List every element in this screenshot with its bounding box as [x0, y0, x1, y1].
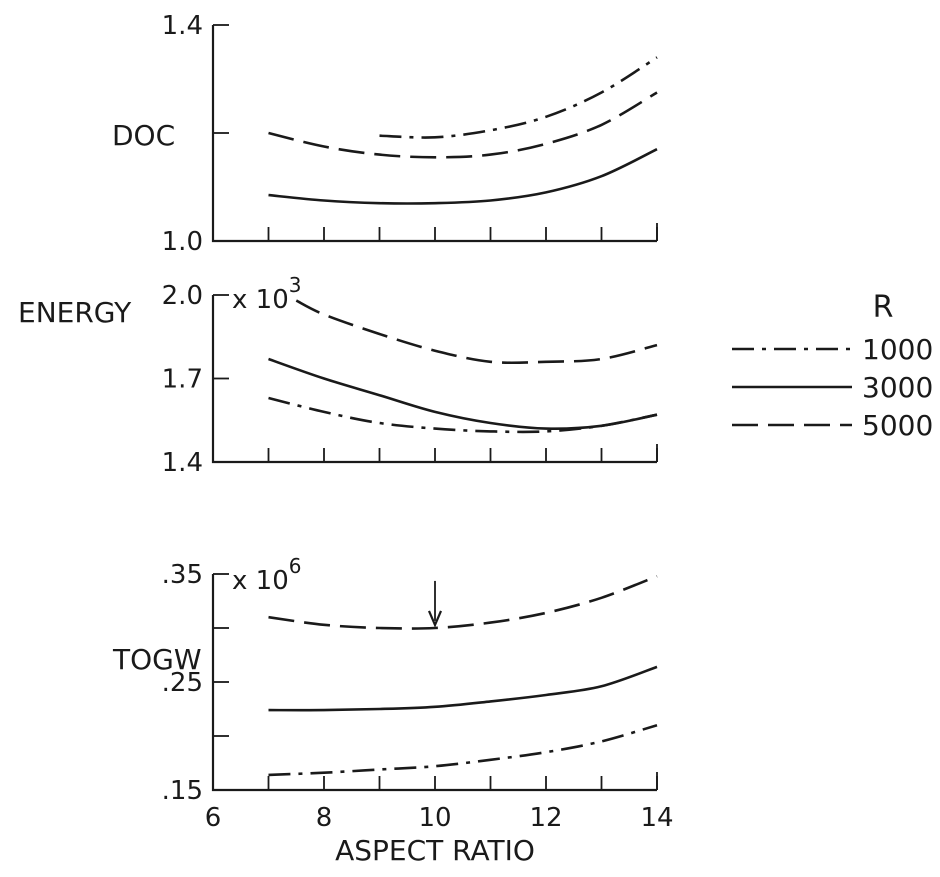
y-tick-label-togw: .25	[162, 668, 203, 698]
axis-frame-togw	[211, 574, 657, 792]
legend-label-5000: 5000	[862, 409, 933, 442]
x-tick-label: 14	[640, 803, 673, 833]
multiplier-label-togw: x 106	[232, 554, 301, 596]
legend-label-1000: 1000	[862, 333, 933, 366]
x-tick-label: 8	[316, 803, 333, 833]
series-line-doc-3000	[268, 148, 658, 205]
y-axis-title-togw: TOGW	[112, 643, 202, 676]
y-tick-label-energy: 2.0	[162, 281, 203, 311]
x-tick-label: 6	[205, 803, 222, 833]
series-line-togw-3000	[268, 665, 658, 712]
x-axis-tick-labels: 6 8 10 12 14	[205, 803, 674, 833]
x-axis-title: ASPECT RATIO	[335, 834, 535, 867]
plot-area-togw: .15 .25 .35	[162, 560, 658, 806]
legend: R 1000 3000 5000	[732, 290, 933, 442]
legend-title: R	[873, 290, 894, 325]
series-line-togw-1000	[268, 723, 658, 777]
y-tick-label-doc: 1.4	[162, 11, 203, 41]
series-line-doc-1000	[379, 56, 658, 139]
optimum-arrow-head	[427, 610, 443, 628]
y-tick-label-energy: 1.4	[162, 448, 203, 478]
series-line-energy-5000	[295, 299, 658, 365]
panel-togw: TOGW x 106 .15 .25 .35	[112, 554, 658, 806]
plot-area-doc: 1.0 1.4	[162, 11, 658, 257]
panel-doc: DOC 1.0 1.4	[112, 11, 658, 257]
panel-energy: ENERGY x 103 1.4 1.7 2.0	[18, 273, 658, 478]
y-tick-label-togw: .15	[162, 776, 203, 806]
y-tick-label-togw: .35	[162, 560, 203, 590]
series-line-energy-1000	[268, 396, 658, 434]
y-axis-title-doc: DOC	[112, 119, 175, 152]
y-tick-label-energy: 1.7	[162, 365, 203, 395]
legend-label-3000: 3000	[862, 371, 933, 404]
series-line-doc-5000	[268, 91, 658, 159]
multiplier-label-energy: x 103	[232, 273, 301, 315]
legend-entries: 1000 3000 5000	[732, 333, 933, 442]
x-tick-label: 12	[529, 803, 562, 833]
plot-area-energy: 1.4 1.7 2.0	[162, 281, 658, 478]
x-tick-label: 10	[418, 803, 451, 833]
y-tick-label-doc: 1.0	[162, 227, 203, 257]
y-axis-title-energy: ENERGY	[18, 296, 132, 329]
axis-frame-doc	[211, 25, 657, 243]
axis-frame-energy	[211, 295, 657, 464]
series-line-energy-3000	[268, 357, 658, 431]
series-line-togw-5000	[268, 574, 658, 630]
